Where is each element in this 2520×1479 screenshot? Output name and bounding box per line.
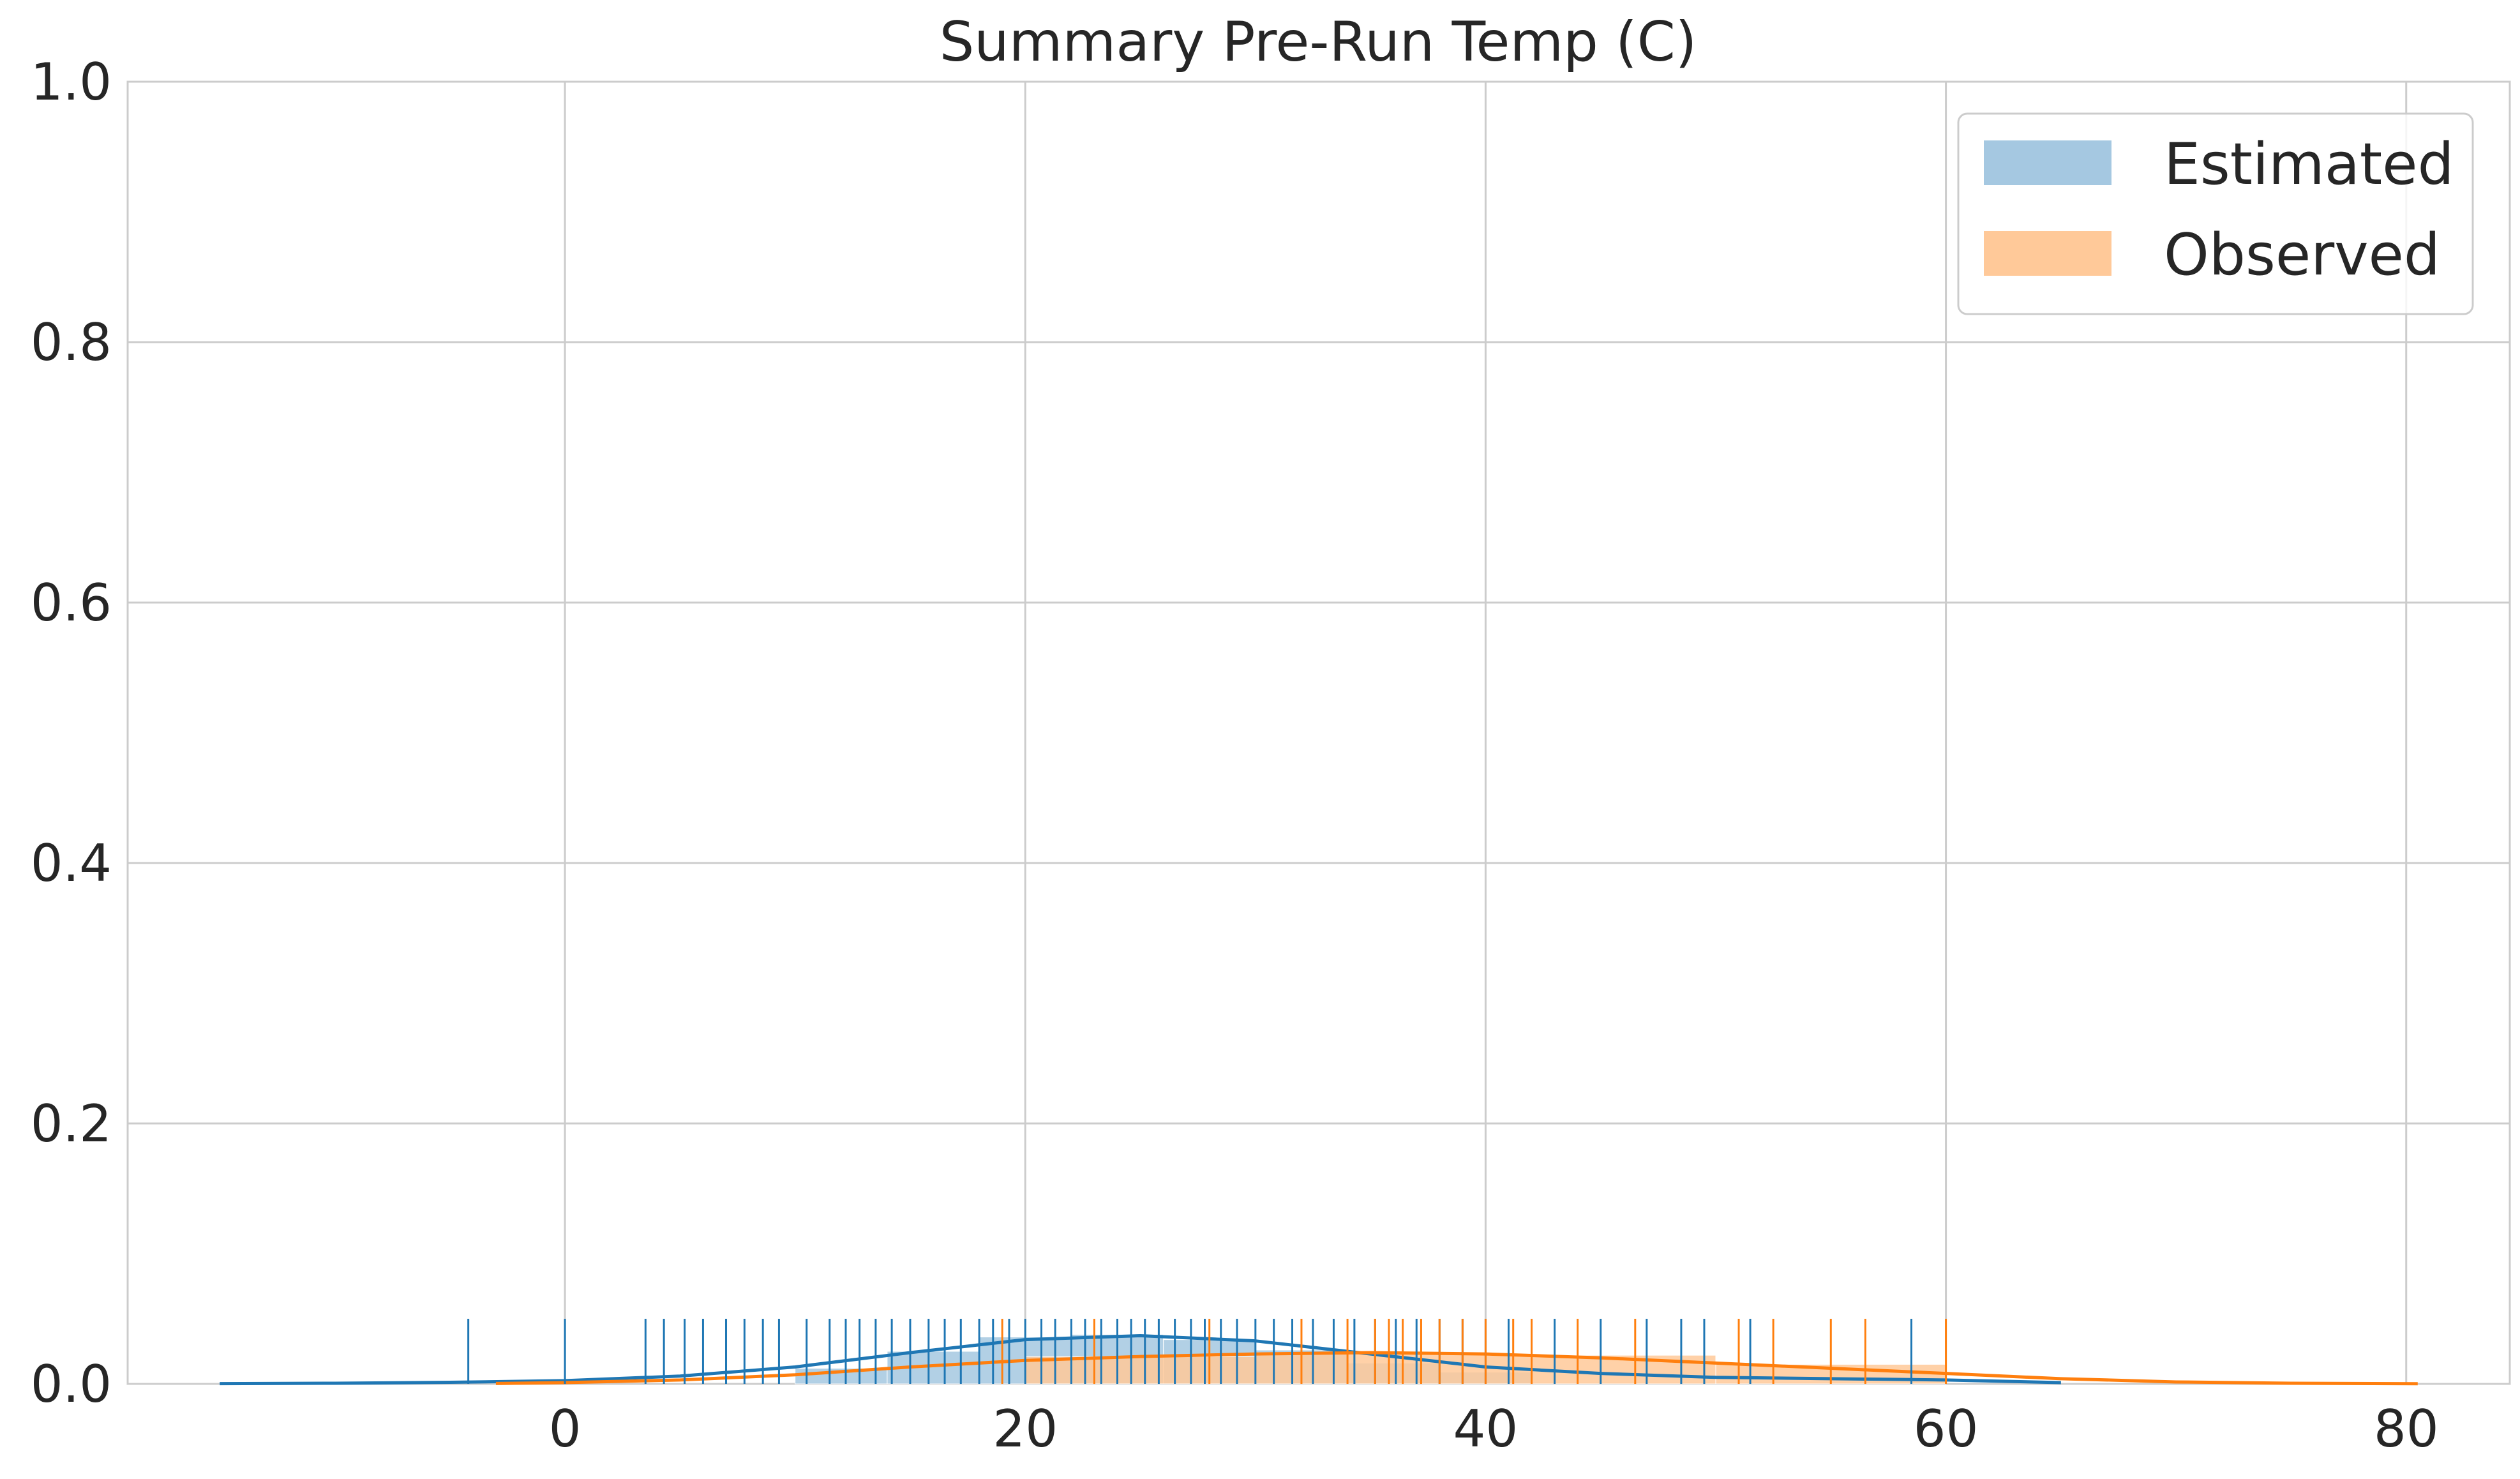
x-tick-labels: 0 20 40 60 80 — [549, 1399, 2439, 1459]
y-tick-label: 0.2 — [31, 1094, 112, 1153]
y-tick-label: 0.8 — [31, 313, 112, 372]
legend: Estimated Observed — [1957, 112, 2474, 315]
y-tick-label: 0.6 — [31, 573, 112, 633]
x-tick-label: 0 — [549, 1399, 581, 1459]
kde-line-observed — [495, 1351, 2418, 1386]
y-tick-label: 0.0 — [31, 1355, 112, 1414]
legend-swatch-estimated — [1984, 140, 2111, 185]
legend-label-observed: Observed — [2164, 221, 2440, 289]
y-tick-label: 0.4 — [31, 834, 112, 893]
legend-swatch-observed — [1984, 231, 2111, 276]
y-tick-label: 1.0 — [31, 52, 112, 112]
x-tick-label: 20 — [993, 1399, 1058, 1459]
kde-curves — [220, 1334, 2418, 1386]
hist-bar-observed — [1024, 1356, 1256, 1385]
chart-title: Summary Pre-Run Temp (C) — [940, 10, 1697, 74]
x-tick-label: 40 — [1453, 1399, 1519, 1459]
rug-ticks — [467, 1319, 1947, 1384]
y-tick-labels: 0.0 0.2 0.4 0.6 0.8 1.0 — [31, 52, 112, 1414]
x-tick-label: 60 — [1914, 1399, 1979, 1459]
x-tick-label: 80 — [2374, 1399, 2439, 1459]
legend-label-estimated: Estimated — [2164, 131, 2454, 198]
kde-line-estimated — [220, 1334, 2061, 1386]
hist-bar-observed — [1255, 1352, 1486, 1385]
